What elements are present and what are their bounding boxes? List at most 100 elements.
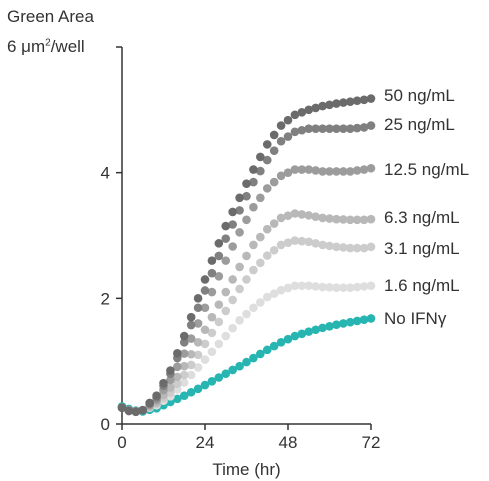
data-point [221, 331, 231, 341]
data-point [262, 184, 272, 193]
data-point [352, 282, 362, 292]
series-label: 25 ng/mL [384, 115, 455, 134]
data-point [345, 124, 355, 133]
data-point [186, 387, 196, 397]
data-point [242, 179, 251, 188]
data-point [262, 155, 272, 165]
data-point [249, 177, 258, 187]
y-axis-unit-prefix: 6 μm [7, 37, 46, 56]
data-point [304, 327, 314, 336]
data-point [359, 315, 369, 324]
data-point [256, 258, 265, 268]
data-point [325, 283, 334, 292]
y-axis-unit-superscript: 2 [45, 37, 51, 49]
data-point [318, 167, 327, 176]
data-point [166, 375, 175, 385]
series-label: 3.1 ng/mL [384, 239, 460, 258]
data-point [269, 177, 279, 187]
data-point [304, 237, 314, 247]
data-point [290, 165, 300, 174]
data-point [359, 243, 369, 253]
data-point [283, 211, 293, 221]
y-axis-unit-suffix: /well [50, 37, 85, 56]
data-point [235, 206, 244, 215]
data-point [145, 398, 154, 408]
data-point [311, 212, 320, 221]
data-point [207, 268, 217, 278]
data-point [179, 338, 189, 347]
data-point [242, 309, 251, 319]
data-point [221, 306, 231, 316]
y-axis-unit-label: 6 μm2/well [7, 37, 85, 57]
data-point [339, 98, 348, 107]
data-point [283, 168, 293, 177]
data-point [173, 349, 182, 358]
data-point [173, 394, 182, 404]
data-point [366, 314, 376, 323]
data-point [173, 372, 182, 382]
data-point [276, 240, 286, 250]
x-tick-label: 48 [279, 433, 298, 452]
data-point [311, 124, 320, 133]
data-point [207, 312, 217, 322]
data-point [269, 146, 279, 155]
data-point [235, 316, 244, 325]
data-point [359, 95, 369, 105]
series-1-points [117, 121, 376, 416]
data-point [193, 303, 203, 313]
chart-points [117, 94, 376, 417]
data-point [207, 376, 217, 386]
data-point [256, 349, 265, 359]
data-point [193, 294, 203, 303]
data-point [242, 357, 251, 367]
data-point [221, 234, 231, 243]
data-point [242, 251, 251, 261]
data-point [186, 312, 196, 322]
data-point [366, 94, 376, 103]
data-point [249, 165, 258, 174]
data-point [249, 303, 258, 313]
x-tick-label: 0 [117, 433, 126, 452]
data-point [290, 209, 300, 218]
data-point [304, 281, 314, 291]
data-point [200, 275, 210, 284]
data-point [318, 240, 327, 250]
chart-series-labels: 50 ng/mL 25 ng/mL 12.5 ng/mL 6.3 ng/mL 3.1 n… [384, 86, 469, 328]
data-point [200, 380, 210, 390]
data-point [193, 384, 203, 394]
data-point [221, 369, 231, 379]
data-point [366, 214, 376, 224]
data-point [193, 363, 203, 372]
data-point [262, 140, 272, 149]
data-point [179, 349, 189, 358]
data-point [339, 167, 348, 176]
data-point [325, 214, 334, 223]
data-point [207, 287, 217, 297]
data-point [352, 243, 362, 253]
data-point [262, 251, 272, 260]
data-point [352, 166, 362, 175]
data-point [214, 251, 224, 261]
data-point [339, 215, 348, 224]
data-point [179, 391, 189, 401]
data-point [159, 378, 168, 388]
data-point [228, 323, 237, 333]
data-point [256, 152, 265, 162]
data-point [345, 283, 355, 292]
data-point [325, 241, 334, 251]
y-axis-label: Green Area [7, 7, 94, 26]
data-point [311, 103, 320, 113]
series-label: 6.3 ng/mL [384, 208, 460, 227]
data-point [325, 124, 334, 133]
data-point [138, 405, 148, 415]
data-point [304, 211, 314, 220]
data-point [249, 240, 258, 250]
data-point [214, 339, 224, 349]
data-point [242, 191, 251, 201]
data-point [311, 282, 320, 291]
data-point [249, 202, 258, 212]
data-point [200, 325, 210, 335]
data-point [200, 339, 210, 349]
data-point [256, 298, 265, 307]
